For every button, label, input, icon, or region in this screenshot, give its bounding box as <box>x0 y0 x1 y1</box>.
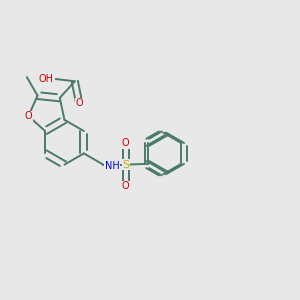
Text: O: O <box>122 138 130 148</box>
Text: OH: OH <box>38 74 53 84</box>
Text: NH: NH <box>105 161 120 171</box>
Text: O: O <box>122 181 130 191</box>
Text: O: O <box>75 98 83 108</box>
Text: O: O <box>25 111 32 121</box>
Text: S: S <box>122 160 129 170</box>
